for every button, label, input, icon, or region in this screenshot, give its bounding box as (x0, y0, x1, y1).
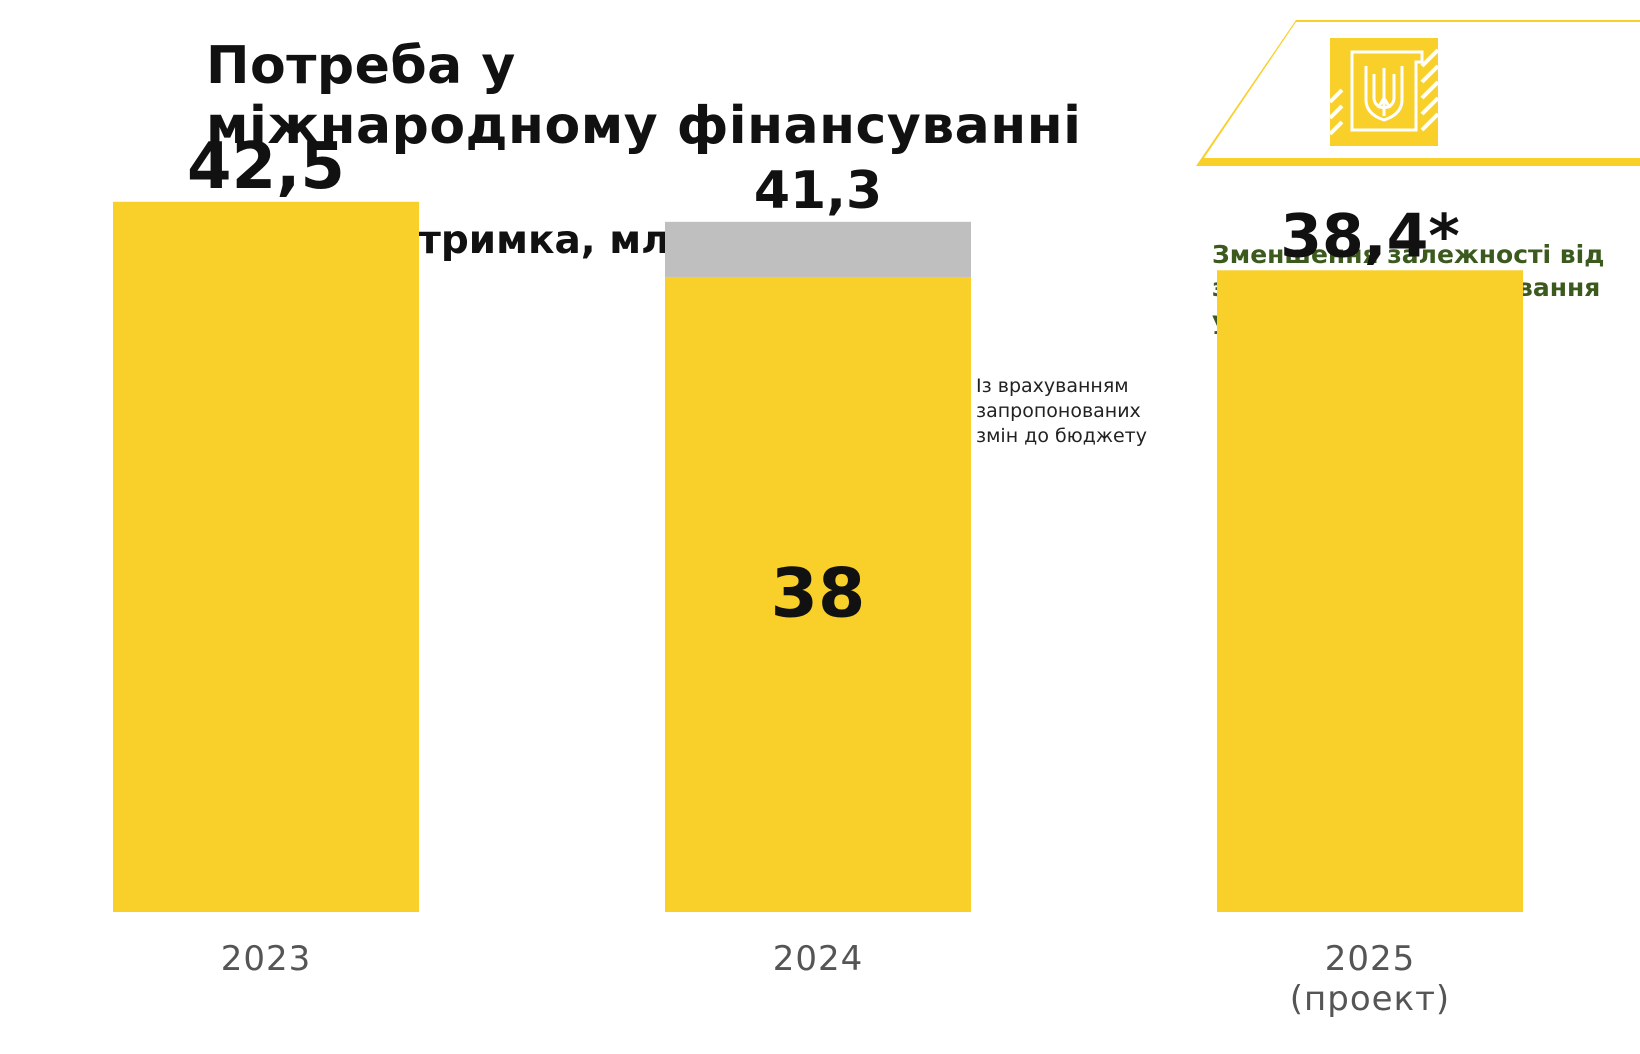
side-note-line-1: Зменшення залежності від (1212, 240, 1605, 269)
annotation-line-1: Із врахуванням (976, 375, 1129, 397)
tick-label-2025: 2025 (1325, 939, 1416, 979)
value-label-2023: 42,5 (187, 130, 345, 204)
tick-label-2023: 2023 (221, 939, 312, 979)
bar-2024-budget-change (665, 221, 971, 277)
value-label-2025: 38,4* (1280, 201, 1459, 271)
value-label-2024: 41,3 (754, 161, 882, 221)
page-title-line-2: міжнародному фінансуванні (206, 96, 1082, 156)
bar-2024 (665, 276, 971, 912)
trident-coat-of-arms-icon (1330, 38, 1438, 146)
bar-2023 (113, 201, 419, 912)
annotation-line-2: запропонованих (976, 400, 1141, 422)
inner-value-label-2024: 38 (771, 554, 866, 633)
tick-label-2024: 2024 (773, 939, 864, 979)
page-title-line-1: Потреба у (206, 36, 516, 96)
tick-sublabel-2025: (проект) (1290, 979, 1450, 1019)
bar-2025 (1217, 270, 1523, 912)
annotation-line-3: змін до бюджету (976, 425, 1147, 447)
page-title: Потреба у міжнародному фінансуванні (206, 36, 1081, 156)
